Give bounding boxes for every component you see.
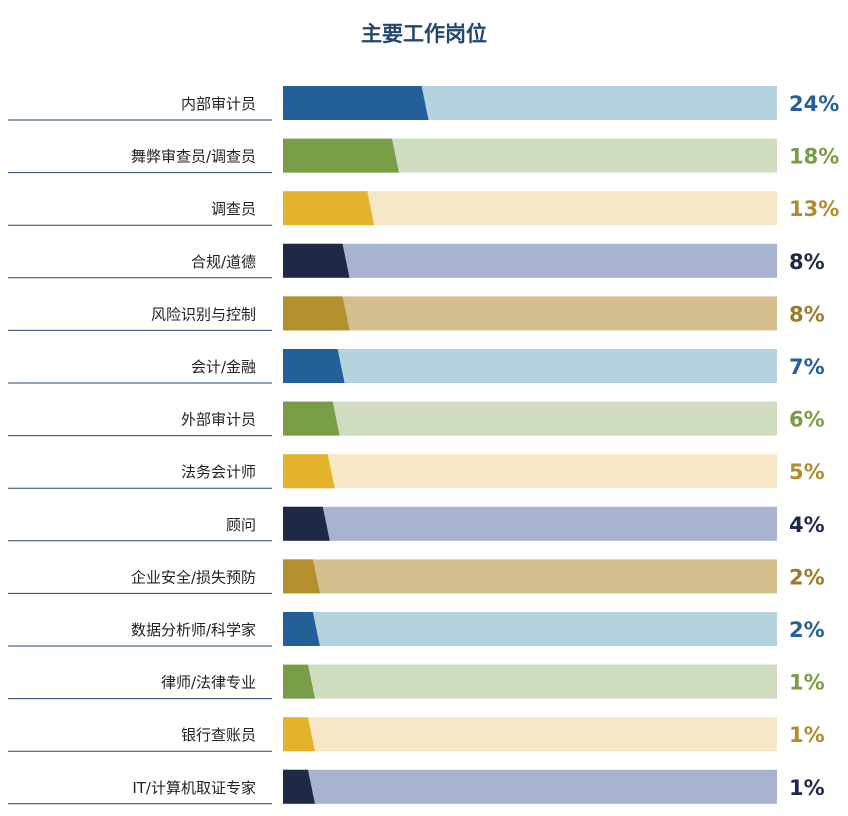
category-label: IT/计算机取证专家: [132, 779, 256, 797]
value-label: 24%: [789, 92, 839, 116]
bar: [283, 717, 315, 752]
bar-track: [283, 612, 777, 646]
bar: [283, 769, 315, 804]
bar: [283, 191, 375, 226]
category-label: 企业安全/损失预防: [131, 568, 256, 586]
value-label: 5%: [789, 460, 825, 484]
category-label: 内部审计员: [181, 95, 256, 113]
bar-track: [283, 454, 777, 489]
category-label: 风险识别与控制: [151, 305, 256, 323]
bar: [283, 138, 399, 173]
value-label: 2%: [789, 618, 825, 642]
bar: [283, 401, 340, 436]
bar-track: [283, 506, 777, 541]
bar-track: [283, 349, 777, 383]
value-label: 8%: [789, 250, 825, 274]
bar: [283, 612, 320, 646]
bar-track: [283, 664, 777, 699]
value-label: 13%: [789, 197, 839, 221]
category-label: 律师/法律专业: [161, 674, 256, 692]
category-label: 银行查账员: [181, 726, 256, 744]
bar: [283, 559, 320, 594]
bar: [283, 506, 330, 541]
bar: [283, 664, 315, 699]
value-label: 1%: [789, 723, 825, 747]
value-label: 7%: [789, 355, 825, 379]
bar: [283, 296, 350, 331]
bar: [283, 86, 429, 120]
category-label: 会计/金融: [191, 358, 256, 376]
value-label: 18%: [789, 145, 839, 169]
bar-track: [283, 296, 777, 331]
bar: [283, 349, 345, 383]
category-label: 调查员: [211, 200, 256, 218]
bar-track: [283, 717, 777, 752]
bar: [283, 454, 335, 489]
value-label: 8%: [789, 302, 825, 326]
bar-track: [283, 769, 777, 804]
category-label: 外部审计员: [181, 411, 256, 429]
category-label: 数据分析师/科学家: [131, 621, 256, 639]
bar-track: [283, 243, 777, 278]
category-label: 合规/道德: [191, 253, 256, 271]
category-label: 顾问: [226, 516, 256, 534]
value-label: 6%: [789, 408, 825, 432]
chart-title: 主要工作岗位: [361, 22, 487, 46]
bar-track: [283, 401, 777, 436]
bar-track: [283, 559, 777, 594]
category-label: 法务会计师: [181, 463, 256, 481]
value-label: 2%: [789, 565, 825, 589]
value-label: 4%: [789, 513, 825, 537]
category-label: 舞弊审查员/调查员: [131, 148, 256, 166]
bar: [283, 243, 350, 278]
value-label: 1%: [789, 776, 825, 800]
value-label: 1%: [789, 671, 825, 695]
